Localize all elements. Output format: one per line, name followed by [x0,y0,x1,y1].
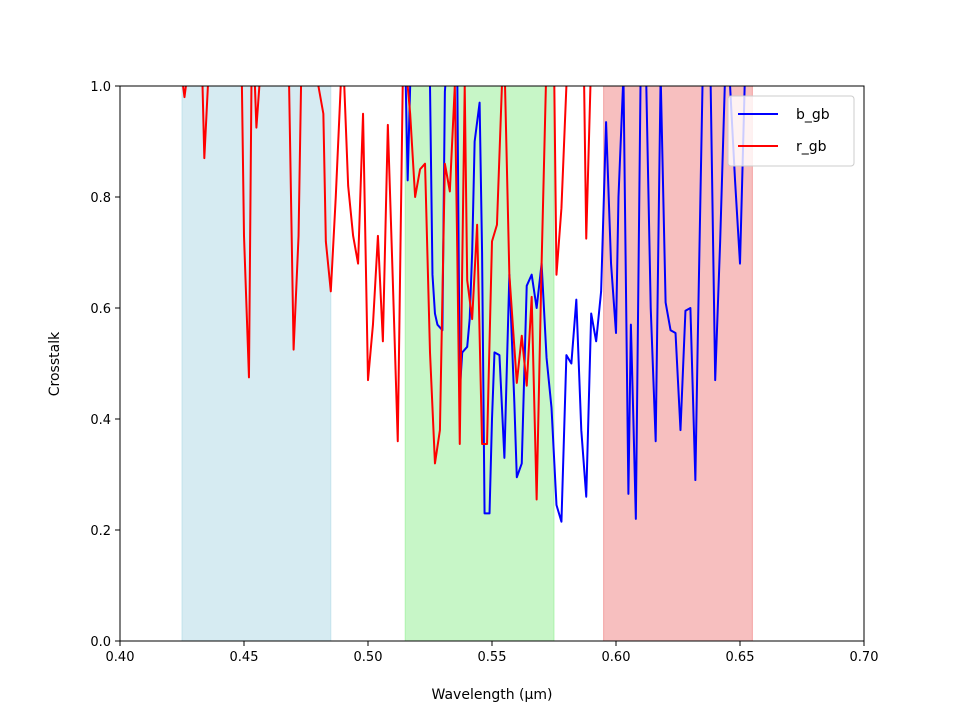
y-tick-label: 1.0 [90,80,111,95]
series-line-r-gb [182,86,592,501]
y-tick-label: 0.4 [90,413,111,428]
x-tick-label: 0.65 [726,650,755,665]
highlight-bands [181,85,753,642]
y-tick-label: 0.8 [90,191,111,206]
x-tick-label: 0.45 [230,650,259,665]
axis-ticks: 0.40 0.45 0.50 0.55 0.60 0.65 0.70 0.0 0.2 0.4 0.6… [90,80,878,665]
legend-label-r-gb: r_gb [796,139,827,155]
y-tick-label: 0.0 [90,635,111,650]
series-lines [182,86,746,523]
legend-box [727,95,855,167]
x-tick-label: 0.70 [850,650,879,665]
y-axis-label: Crosstalk [47,331,63,396]
x-tick-label: 0.55 [478,650,507,665]
x-tick-label: 0.40 [106,650,135,665]
band-0 [181,85,332,642]
x-tick-label: 0.60 [602,650,631,665]
legend-label-b-gb: b_gb [796,107,830,123]
x-tick-label: 0.50 [354,650,383,665]
x-axis-label: Wavelength (µm) [432,687,553,703]
plot-frame [119,85,865,642]
legend: b_gb r_gb [727,95,855,167]
y-tick-label: 0.2 [90,524,111,539]
series-line-b-gb [387,86,746,523]
y-tick-label: 0.6 [90,302,111,317]
